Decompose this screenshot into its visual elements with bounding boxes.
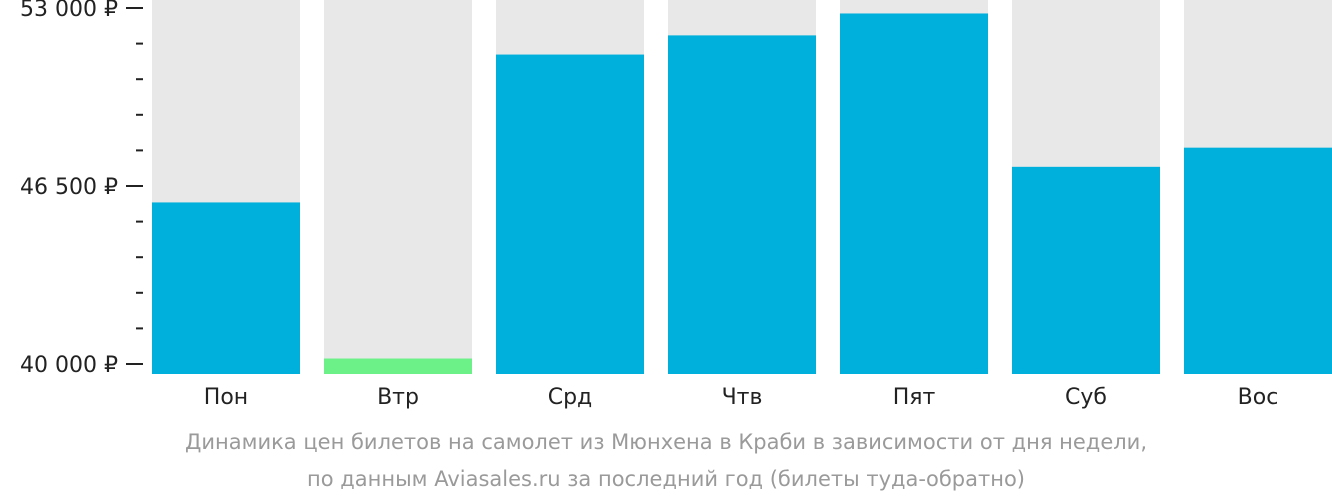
y-tick-label: 53 000 ₽ [20, 0, 118, 22]
x-axis-labels: Пон Втр Срд Чтв Пят Суб Вос [204, 385, 1279, 410]
bar [840, 13, 988, 374]
bar [496, 54, 644, 375]
bar-background [324, 0, 472, 374]
bars [152, 13, 1332, 375]
y-tick-label: 46 500 ₽ [20, 175, 118, 200]
x-tick-label: Срд [548, 385, 593, 410]
bar [668, 35, 816, 375]
bar [324, 358, 472, 374]
x-tick-label: Пон [204, 385, 248, 410]
chart-title: Динамика цен билетов на самолет из Мюнхе… [184, 430, 1147, 454]
y-axis: 53 000 ₽ 46 500 ₽ 40 000 ₽ [20, 0, 143, 378]
x-tick-label: Втр [377, 385, 419, 410]
chart-subtitle: по данным Aviasales.ru за последний год … [307, 467, 1025, 491]
x-tick-label: Чтв [722, 385, 763, 410]
bar [1184, 147, 1332, 374]
bar [1012, 166, 1160, 374]
y-tick-label: 40 000 ₽ [20, 353, 118, 378]
x-tick-label: Пят [893, 385, 936, 410]
x-tick-label: Вос [1238, 385, 1279, 410]
price-bar-chart: 53 000 ₽ 46 500 ₽ 40 000 ₽ Пон Втр Срд Чтв Пят… [20, 0, 1332, 410]
x-tick-label: Суб [1065, 385, 1107, 410]
bar [152, 202, 300, 374]
